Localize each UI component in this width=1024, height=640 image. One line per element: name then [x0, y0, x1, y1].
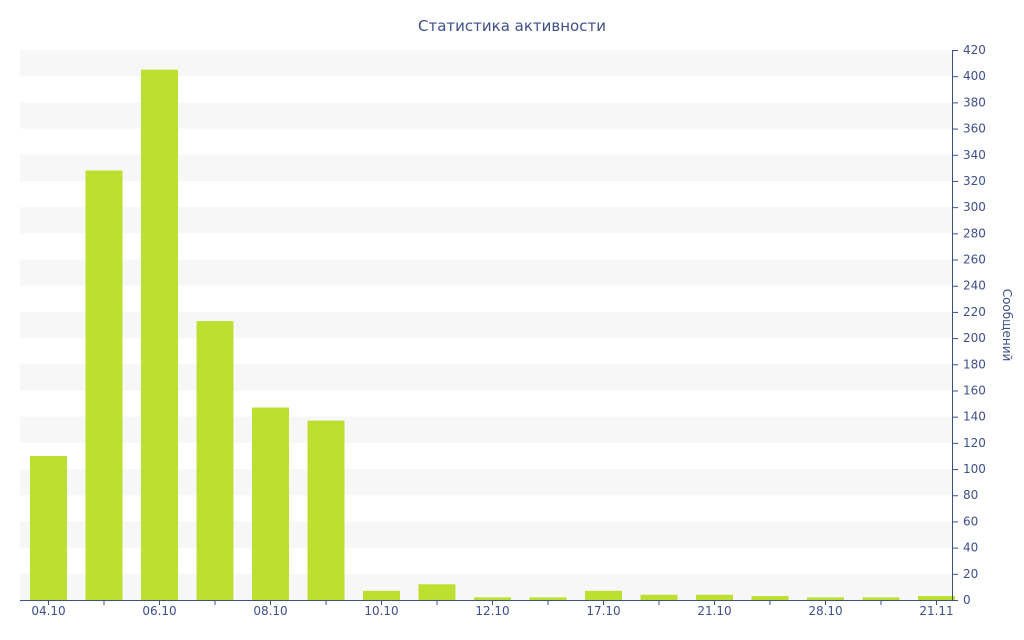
x-tick-label: 28.10 — [808, 604, 842, 618]
y-tick-label: 380 — [963, 95, 986, 109]
bar[interactable] — [252, 407, 289, 601]
x-tick-label: 04.10 — [31, 604, 65, 618]
y-tick-label: 100 — [963, 462, 986, 476]
x-tick-label: 08.10 — [253, 604, 287, 618]
bar[interactable] — [196, 321, 234, 600]
y-tick-label: 280 — [963, 226, 986, 240]
y-axis-ticks: 0 20 40 60 80 100 120 140 160 180 200 220 240 260 280 3… — [952, 43, 986, 607]
x-tick-label: 10.10 — [364, 604, 398, 618]
x-tick-label: 12.10 — [475, 604, 509, 618]
bar[interactable] — [585, 590, 622, 600]
x-tick-label: 06.10 — [142, 604, 176, 618]
bar[interactable] — [418, 584, 456, 600]
bar[interactable] — [30, 455, 67, 600]
y-tick-label: 140 — [963, 410, 986, 424]
bar[interactable] — [751, 596, 789, 600]
bar[interactable] — [474, 597, 511, 600]
y-tick-label: 120 — [963, 436, 986, 450]
y-tick-label: 260 — [963, 253, 986, 267]
y-tick-label: 320 — [963, 174, 986, 188]
bar[interactable] — [85, 170, 123, 600]
y-tick-label: 160 — [963, 383, 986, 397]
y-tick-label: 60 — [963, 514, 978, 528]
y-tick-label: 300 — [963, 200, 986, 214]
y-tick-label: 240 — [963, 279, 986, 293]
bar[interactable] — [807, 597, 844, 600]
y-tick-label: 220 — [963, 305, 986, 319]
y-tick-label: 0 — [963, 593, 971, 607]
y-tick-label: 180 — [963, 357, 986, 371]
y-tick-label: 420 — [963, 43, 986, 57]
x-axis-ticks: 04.10 06.10 08.10 10.10 12.10 17.10 21.10 28.10… — [31, 600, 954, 618]
x-tick-label: 21.11 — [919, 604, 953, 618]
y-tick-label: 20 — [963, 567, 978, 581]
x-tick-label: 17.10 — [586, 604, 620, 618]
chart-title: Статистика активности — [418, 17, 606, 35]
bar[interactable] — [696, 594, 733, 600]
bar[interactable] — [363, 590, 400, 600]
y-tick-label: 200 — [963, 331, 986, 345]
y-axis-title: Сообщений — [1000, 289, 1014, 362]
bar[interactable] — [862, 597, 900, 600]
bar-series — [30, 69, 955, 601]
y-tick-label: 400 — [963, 69, 986, 83]
y-tick-label: 340 — [963, 148, 986, 162]
y-tick-label: 80 — [963, 488, 978, 502]
x-tick-label: 21.10 — [697, 604, 731, 618]
bar[interactable] — [529, 597, 567, 600]
bar[interactable] — [640, 594, 678, 600]
y-tick-label: 40 — [963, 541, 978, 555]
bar[interactable] — [307, 420, 345, 600]
bar[interactable] — [918, 596, 955, 600]
bar[interactable] — [141, 69, 178, 600]
y-tick-label: 360 — [963, 122, 986, 136]
